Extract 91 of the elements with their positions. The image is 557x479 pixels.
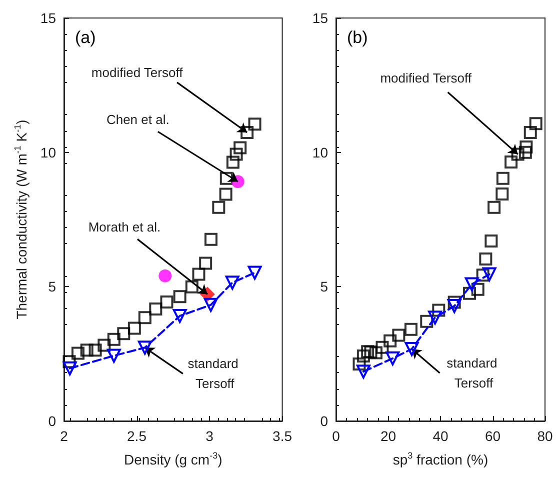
point: [496, 187, 509, 200]
x-tick-label: 0: [332, 428, 340, 444]
point: [463, 286, 476, 300]
point: [386, 351, 400, 366]
y-axis-title: Thermal conductivity (W m-1 K-1): [12, 120, 30, 320]
x-tick-label: 40: [432, 428, 448, 444]
annotation: Chen et al.: [106, 112, 170, 128]
point: [225, 276, 240, 290]
y-tick-label: 10: [40, 144, 56, 160]
point: [428, 310, 442, 325]
point: [476, 268, 490, 282]
annotation: Morath et al.: [88, 220, 161, 235]
point: [192, 268, 206, 281]
point: [361, 345, 374, 358]
point: [234, 141, 247, 154]
point: [160, 295, 174, 308]
point: [479, 252, 492, 266]
point: [520, 140, 533, 154]
annotation: modified Tersoff: [380, 70, 472, 86]
point: [185, 280, 198, 294]
point: [199, 256, 212, 270]
point: [204, 232, 218, 246]
x-tick-label: 3.5: [272, 428, 292, 444]
point: [404, 342, 419, 356]
point: [511, 148, 524, 161]
point: [448, 296, 461, 309]
point: [529, 117, 542, 130]
point: [128, 322, 141, 335]
y-tick-label: 15: [312, 10, 328, 26]
annotation: standard Tersoff: [446, 355, 501, 390]
point: [420, 314, 434, 328]
point: [364, 345, 378, 358]
point: [117, 327, 130, 340]
annotation: standard Tersoff: [188, 356, 242, 392]
point: [384, 334, 397, 348]
point: [392, 328, 406, 342]
point: [524, 126, 537, 139]
point: [106, 348, 121, 363]
point: [138, 340, 152, 355]
point: [158, 269, 172, 282]
point: [488, 200, 501, 214]
point: [98, 338, 111, 352]
point: [484, 234, 498, 248]
x-tick-label: 60: [484, 428, 501, 444]
point: [220, 172, 233, 185]
text: (a): [75, 28, 96, 47]
point: [404, 322, 418, 336]
point: [230, 148, 243, 161]
point: [356, 349, 370, 362]
point: [80, 344, 94, 357]
point: [212, 200, 226, 214]
point: [248, 118, 262, 131]
point: [369, 346, 382, 360]
point: [518, 146, 532, 159]
point: [248, 266, 262, 280]
point: [447, 299, 462, 314]
y-tick-label: 10: [312, 144, 328, 160]
y-tick-label: 0: [320, 413, 328, 429]
point: [432, 304, 446, 317]
point: [504, 156, 518, 169]
point: [173, 290, 186, 304]
x-tick-label: 2.5: [127, 428, 147, 444]
x-tick-label: 2: [60, 428, 68, 444]
point: [356, 364, 370, 379]
point: [172, 308, 187, 323]
x-tick-label: 3: [206, 428, 214, 444]
point: [138, 311, 152, 324]
point: [88, 344, 102, 357]
point: [464, 277, 479, 292]
y-tick-label: 5: [48, 278, 56, 295]
point: [226, 156, 240, 169]
point: [71, 346, 84, 360]
point: [204, 298, 218, 312]
y-tick-label: 15: [40, 10, 56, 26]
x-tick-label: 80: [537, 428, 553, 444]
point: [496, 172, 510, 185]
point: [149, 302, 162, 316]
x-tick-label: 20: [380, 428, 396, 444]
point: [352, 358, 366, 371]
point: [240, 126, 254, 139]
point: [482, 267, 496, 282]
y-tick-label: 0: [48, 413, 56, 429]
point: [376, 340, 389, 354]
point: [107, 332, 120, 346]
point: [471, 282, 484, 296]
point: [62, 361, 77, 376]
annotation: modified Tersoff: [91, 64, 184, 80]
text: (b): [347, 28, 368, 47]
y-tick-label: 5: [320, 278, 328, 295]
point: [62, 355, 76, 368]
point: [219, 188, 232, 201]
